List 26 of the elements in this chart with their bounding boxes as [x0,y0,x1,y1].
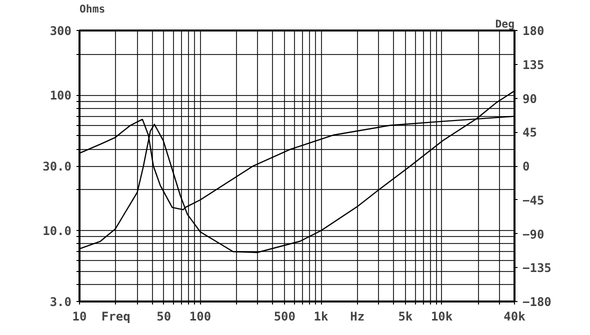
x-tick-label: 500 [274,310,296,324]
y2-tick-label: 45 [522,126,537,140]
y2-tick-label: −135 [522,261,552,276]
y2-tick-label: −90 [522,227,544,242]
y-tick-label: 3.0 [50,295,72,309]
y-tick-label: 10.0 [42,224,72,238]
y2-tick-label: −45 [522,193,544,208]
y-tick-label: 100 [50,88,72,103]
x-tick-label: 100 [189,310,212,324]
x-tick-label: Hz [350,310,365,324]
y2-tick-label: 90 [522,92,537,106]
y2-tick-label: 135 [522,58,544,72]
x-tick-label: 50 [156,310,172,324]
x-tick-label: 5k [398,310,414,324]
y2-tick-label: 180 [522,24,544,38]
x-tick-label: 10 [72,310,87,324]
y-axis-title: Ohms [80,2,106,16]
y2-tick-label: 0 [522,160,530,174]
y2-tick-label: −180 [522,295,552,309]
x-tick-label: Freq [101,310,130,324]
y-tick-label: 30.0 [42,160,72,174]
x-tick-label: 1k [314,310,330,324]
y-tick-label: 300 [50,24,72,38]
x-tick-label: 40k [504,310,526,324]
x-tick-label: 10k [430,310,454,324]
y2-axis-title: Deg [495,18,515,30]
